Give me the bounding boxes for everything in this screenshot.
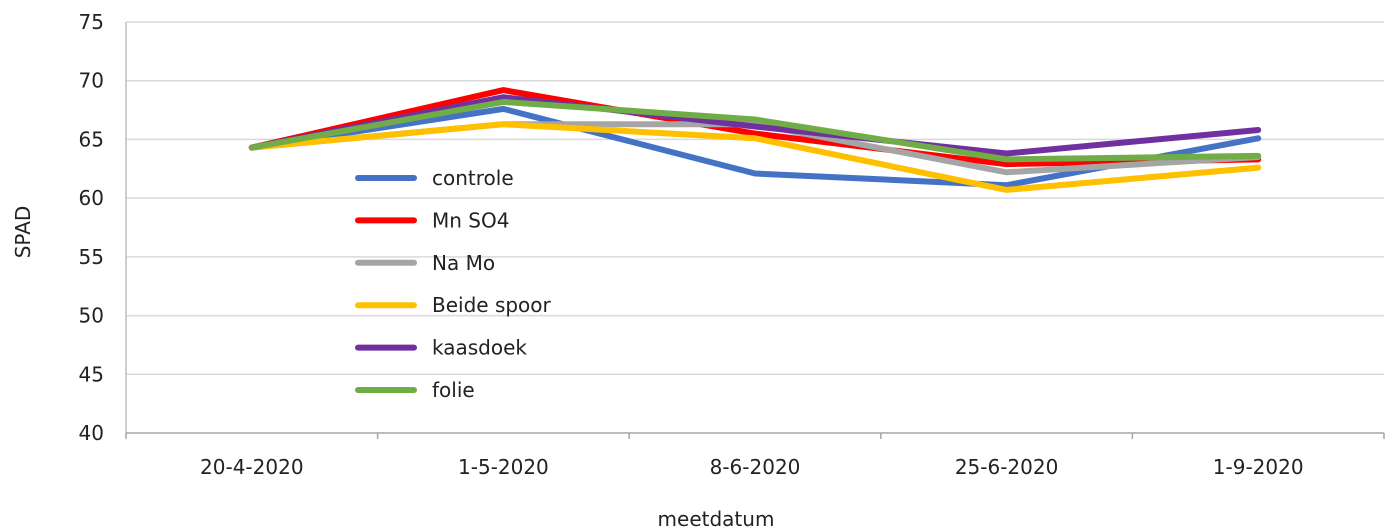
legend-label: Mn SO4 [432, 208, 509, 232]
y-tick-label: 65 [79, 127, 104, 151]
series-line-folie [248, 98, 1262, 163]
legend-label: Na Mo [432, 251, 495, 275]
x-tick-label: 1-9-2020 [1213, 455, 1304, 479]
legend-label: kaasdoek [432, 336, 527, 360]
y-tick-label: 50 [79, 304, 104, 328]
x-axis-title: meetdatum [658, 507, 775, 531]
legend-label: controle [432, 166, 514, 190]
grid-lines [126, 21, 1384, 376]
series-lines [248, 87, 1262, 193]
y-tick-label: 70 [79, 69, 104, 93]
legend-label: Beide spoor [432, 293, 552, 317]
series-line-kaasdoek [248, 94, 1262, 157]
series-line-mn-so4 [248, 87, 1262, 168]
y-tick-label: 75 [79, 10, 104, 34]
y-axis-title: SPAD [11, 206, 35, 259]
y-tick-label: 60 [79, 186, 104, 210]
y-tick-label: 45 [79, 362, 104, 386]
y-tick-label: 55 [79, 245, 104, 269]
series-line-beide-spoor [248, 121, 1262, 193]
y-tick-labels: 40 45 50 55 60 65 70 75 [79, 10, 104, 445]
x-tick-label: 8-6-2020 [710, 455, 801, 479]
y-tick-label: 40 [79, 421, 104, 445]
legend-label: folie [432, 378, 475, 402]
legend: controle Mn SO4 Na Mo Beide spoor kaasdoek fo… [355, 166, 552, 402]
x-tick-label: 25-6-2020 [955, 455, 1059, 479]
x-tick-label: 20-4-2020 [200, 455, 304, 479]
x-tick-label: 1-5-2020 [458, 455, 549, 479]
axes [125, 22, 1385, 439]
x-tick-labels: 20-4-2020 1-5-2020 8-6-2020 25-6-2020 1-9-20… [200, 455, 1304, 479]
